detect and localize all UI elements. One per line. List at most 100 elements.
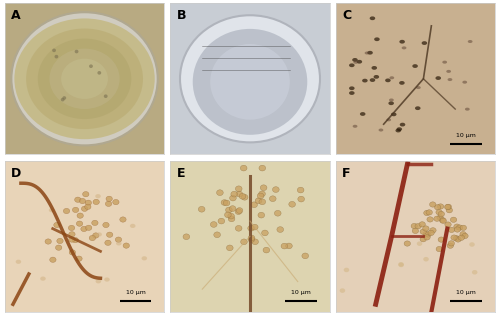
Ellipse shape: [374, 37, 380, 41]
Ellipse shape: [423, 257, 429, 261]
Ellipse shape: [274, 210, 281, 216]
Ellipse shape: [400, 40, 405, 43]
Ellipse shape: [12, 12, 158, 146]
Ellipse shape: [388, 101, 394, 105]
Ellipse shape: [248, 235, 255, 241]
Ellipse shape: [80, 198, 86, 204]
Ellipse shape: [210, 44, 290, 120]
Ellipse shape: [260, 185, 267, 191]
Ellipse shape: [45, 239, 52, 244]
Ellipse shape: [438, 237, 444, 242]
Ellipse shape: [404, 241, 410, 246]
Ellipse shape: [236, 186, 242, 192]
Ellipse shape: [370, 78, 376, 82]
Ellipse shape: [258, 191, 266, 197]
Ellipse shape: [422, 41, 427, 45]
Ellipse shape: [92, 233, 99, 238]
Ellipse shape: [40, 277, 46, 281]
Ellipse shape: [448, 78, 452, 81]
Text: B: B: [177, 9, 186, 22]
Ellipse shape: [106, 232, 113, 238]
Ellipse shape: [116, 237, 121, 242]
Ellipse shape: [368, 51, 373, 54]
Ellipse shape: [412, 64, 418, 68]
Ellipse shape: [462, 233, 468, 239]
Ellipse shape: [434, 216, 440, 221]
Ellipse shape: [472, 270, 478, 275]
Ellipse shape: [86, 225, 92, 231]
Ellipse shape: [92, 220, 98, 226]
Ellipse shape: [423, 231, 430, 237]
Ellipse shape: [76, 221, 82, 226]
Ellipse shape: [450, 217, 456, 222]
Ellipse shape: [255, 198, 262, 203]
Ellipse shape: [281, 243, 287, 249]
Circle shape: [60, 98, 64, 101]
Ellipse shape: [385, 78, 390, 82]
Ellipse shape: [50, 49, 119, 109]
Text: C: C: [342, 9, 351, 22]
Circle shape: [52, 49, 56, 52]
Circle shape: [98, 71, 101, 75]
Ellipse shape: [228, 216, 235, 222]
Ellipse shape: [72, 238, 78, 243]
Ellipse shape: [214, 232, 220, 238]
Ellipse shape: [72, 207, 79, 213]
Ellipse shape: [226, 245, 233, 251]
Ellipse shape: [123, 243, 130, 248]
Ellipse shape: [398, 262, 404, 266]
Ellipse shape: [298, 187, 304, 193]
Ellipse shape: [198, 206, 205, 212]
Ellipse shape: [448, 227, 454, 232]
Ellipse shape: [76, 256, 82, 261]
Ellipse shape: [374, 75, 379, 79]
Ellipse shape: [455, 237, 461, 242]
Ellipse shape: [349, 86, 354, 90]
Ellipse shape: [416, 86, 420, 89]
Ellipse shape: [96, 232, 102, 237]
Ellipse shape: [104, 278, 110, 282]
Ellipse shape: [442, 61, 447, 64]
Ellipse shape: [424, 210, 430, 216]
Ellipse shape: [106, 201, 112, 206]
Circle shape: [62, 96, 66, 100]
Ellipse shape: [68, 225, 74, 231]
Ellipse shape: [420, 237, 426, 242]
Ellipse shape: [112, 199, 119, 205]
Ellipse shape: [82, 192, 89, 197]
Ellipse shape: [259, 165, 266, 171]
Text: 10 μm: 10 μm: [291, 290, 311, 295]
Ellipse shape: [399, 81, 404, 85]
Ellipse shape: [437, 215, 444, 220]
Ellipse shape: [352, 58, 358, 62]
Ellipse shape: [460, 232, 466, 237]
Ellipse shape: [354, 61, 358, 64]
Ellipse shape: [82, 206, 88, 211]
Ellipse shape: [378, 129, 384, 132]
Ellipse shape: [436, 76, 441, 80]
Ellipse shape: [340, 288, 345, 293]
Ellipse shape: [344, 268, 349, 272]
Ellipse shape: [224, 212, 231, 218]
Ellipse shape: [389, 99, 394, 101]
Text: D: D: [12, 167, 22, 180]
Ellipse shape: [360, 112, 366, 116]
Ellipse shape: [81, 226, 87, 232]
Ellipse shape: [352, 125, 358, 128]
Ellipse shape: [103, 222, 109, 228]
Ellipse shape: [298, 196, 304, 202]
Ellipse shape: [438, 204, 444, 209]
Ellipse shape: [263, 247, 270, 253]
Ellipse shape: [240, 239, 248, 245]
Ellipse shape: [223, 200, 230, 206]
Ellipse shape: [235, 209, 242, 215]
Ellipse shape: [468, 40, 472, 43]
Ellipse shape: [251, 202, 258, 208]
Ellipse shape: [56, 245, 62, 250]
Ellipse shape: [277, 227, 283, 232]
Text: 10 μm: 10 μm: [126, 290, 146, 295]
Ellipse shape: [26, 28, 143, 129]
Ellipse shape: [95, 194, 101, 198]
Ellipse shape: [420, 229, 426, 234]
Ellipse shape: [462, 81, 467, 84]
